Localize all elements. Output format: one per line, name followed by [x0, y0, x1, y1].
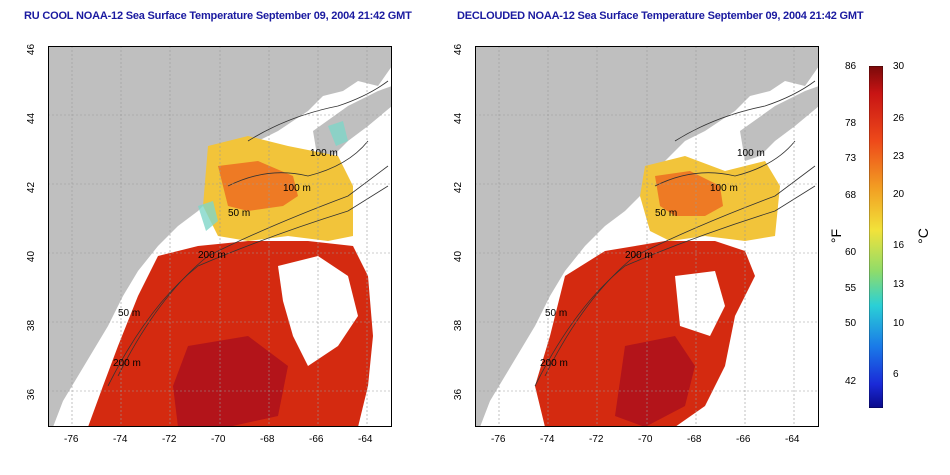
contour-label: 100 m [710, 183, 738, 194]
right-panel-title: DECLOUDED NOAA-12 Sea Surface Temperatur… [457, 10, 864, 22]
colorbar-f-tick: 86 [845, 61, 857, 72]
colorbar-c-tick: 16 [893, 240, 905, 251]
colorbar-f-tick: 50 [845, 318, 857, 329]
colorbar-c-tick: 26 [893, 113, 905, 124]
lat-tick-label: 36 [26, 388, 38, 401]
contour-label: 100 m [283, 183, 311, 194]
colorbar-f-tick: 55 [845, 283, 857, 294]
left-panel-title: RU COOL NOAA-12 Sea Surface Temperature … [24, 10, 412, 22]
colorbar-f-tick: 73 [845, 153, 857, 164]
lon-tick-label: -70 [638, 434, 653, 445]
colorbar-c-tick: 30 [893, 61, 905, 72]
contour-label: 100 m [310, 148, 338, 159]
colorbar-f-tick: 78 [845, 118, 857, 129]
lon-tick-label: -66 [309, 434, 324, 445]
lon-tick-label: -76 [491, 434, 506, 445]
lat-tick-label: 44 [26, 112, 38, 125]
land-mass [48, 46, 392, 427]
lat-tick-label: 38 [26, 319, 38, 332]
fahrenheit-unit-label: °F [828, 228, 845, 244]
lon-tick-label: -64 [358, 434, 373, 445]
lat-tick-label: 46 [26, 43, 38, 56]
sst-hot-core [173, 336, 288, 427]
sst-hot-core [615, 336, 695, 427]
contour-label: 50 m [655, 208, 677, 219]
colorbar-f-tick: 68 [845, 190, 857, 201]
lat-tick-label: 42 [26, 181, 38, 194]
lon-tick-label: -68 [687, 434, 702, 445]
lat-tick-label: 38 [453, 319, 465, 332]
colorbar-f-tick: 42 [845, 376, 857, 387]
contour-label: 200 m [625, 250, 653, 261]
colorbar-f-tick: 60 [845, 247, 857, 258]
lon-tick-label: -68 [260, 434, 275, 445]
sst-map-raw: 100 m 100 m 50 m 200 m 50 m 200 m [48, 46, 392, 427]
colorbar-c-tick: 6 [893, 369, 899, 380]
lat-tick-label: 44 [453, 112, 465, 125]
lon-tick-label: -74 [540, 434, 555, 445]
sst-orange-band [655, 171, 723, 216]
colorbar-c-tick: 20 [893, 189, 905, 200]
celsius-unit-label: °C [914, 228, 931, 244]
lon-tick-label: -76 [64, 434, 79, 445]
lon-tick-label: -66 [736, 434, 751, 445]
temperature-colorbar [869, 66, 883, 408]
lat-tick-label: 40 [453, 250, 465, 263]
sst-orange-band [218, 161, 298, 211]
contour-label: 200 m [113, 358, 141, 369]
lon-tick-label: -72 [589, 434, 604, 445]
contour-label: 50 m [118, 308, 140, 319]
lon-tick-label: -64 [785, 434, 800, 445]
contour-label: 100 m [737, 148, 765, 159]
lat-tick-label: 46 [453, 43, 465, 56]
contour-label: 50 m [545, 308, 567, 319]
colorbar-c-tick: 13 [893, 279, 905, 290]
land-mass [475, 46, 819, 427]
lon-tick-label: -70 [211, 434, 226, 445]
colorbar-c-tick: 10 [893, 318, 905, 329]
contour-label: 50 m [228, 208, 250, 219]
lat-tick-label: 40 [26, 250, 38, 263]
contour-label: 200 m [540, 358, 568, 369]
colorbar-c-tick: 23 [893, 151, 905, 162]
lon-tick-label: -74 [113, 434, 128, 445]
lat-tick-label: 36 [453, 388, 465, 401]
sst-map-declouded: 100 m 100 m 50 m 200 m 50 m 200 m [475, 46, 819, 427]
cloud-gap [675, 271, 725, 336]
lon-tick-label: -72 [162, 434, 177, 445]
lat-tick-label: 42 [453, 181, 465, 194]
contour-label: 200 m [198, 250, 226, 261]
